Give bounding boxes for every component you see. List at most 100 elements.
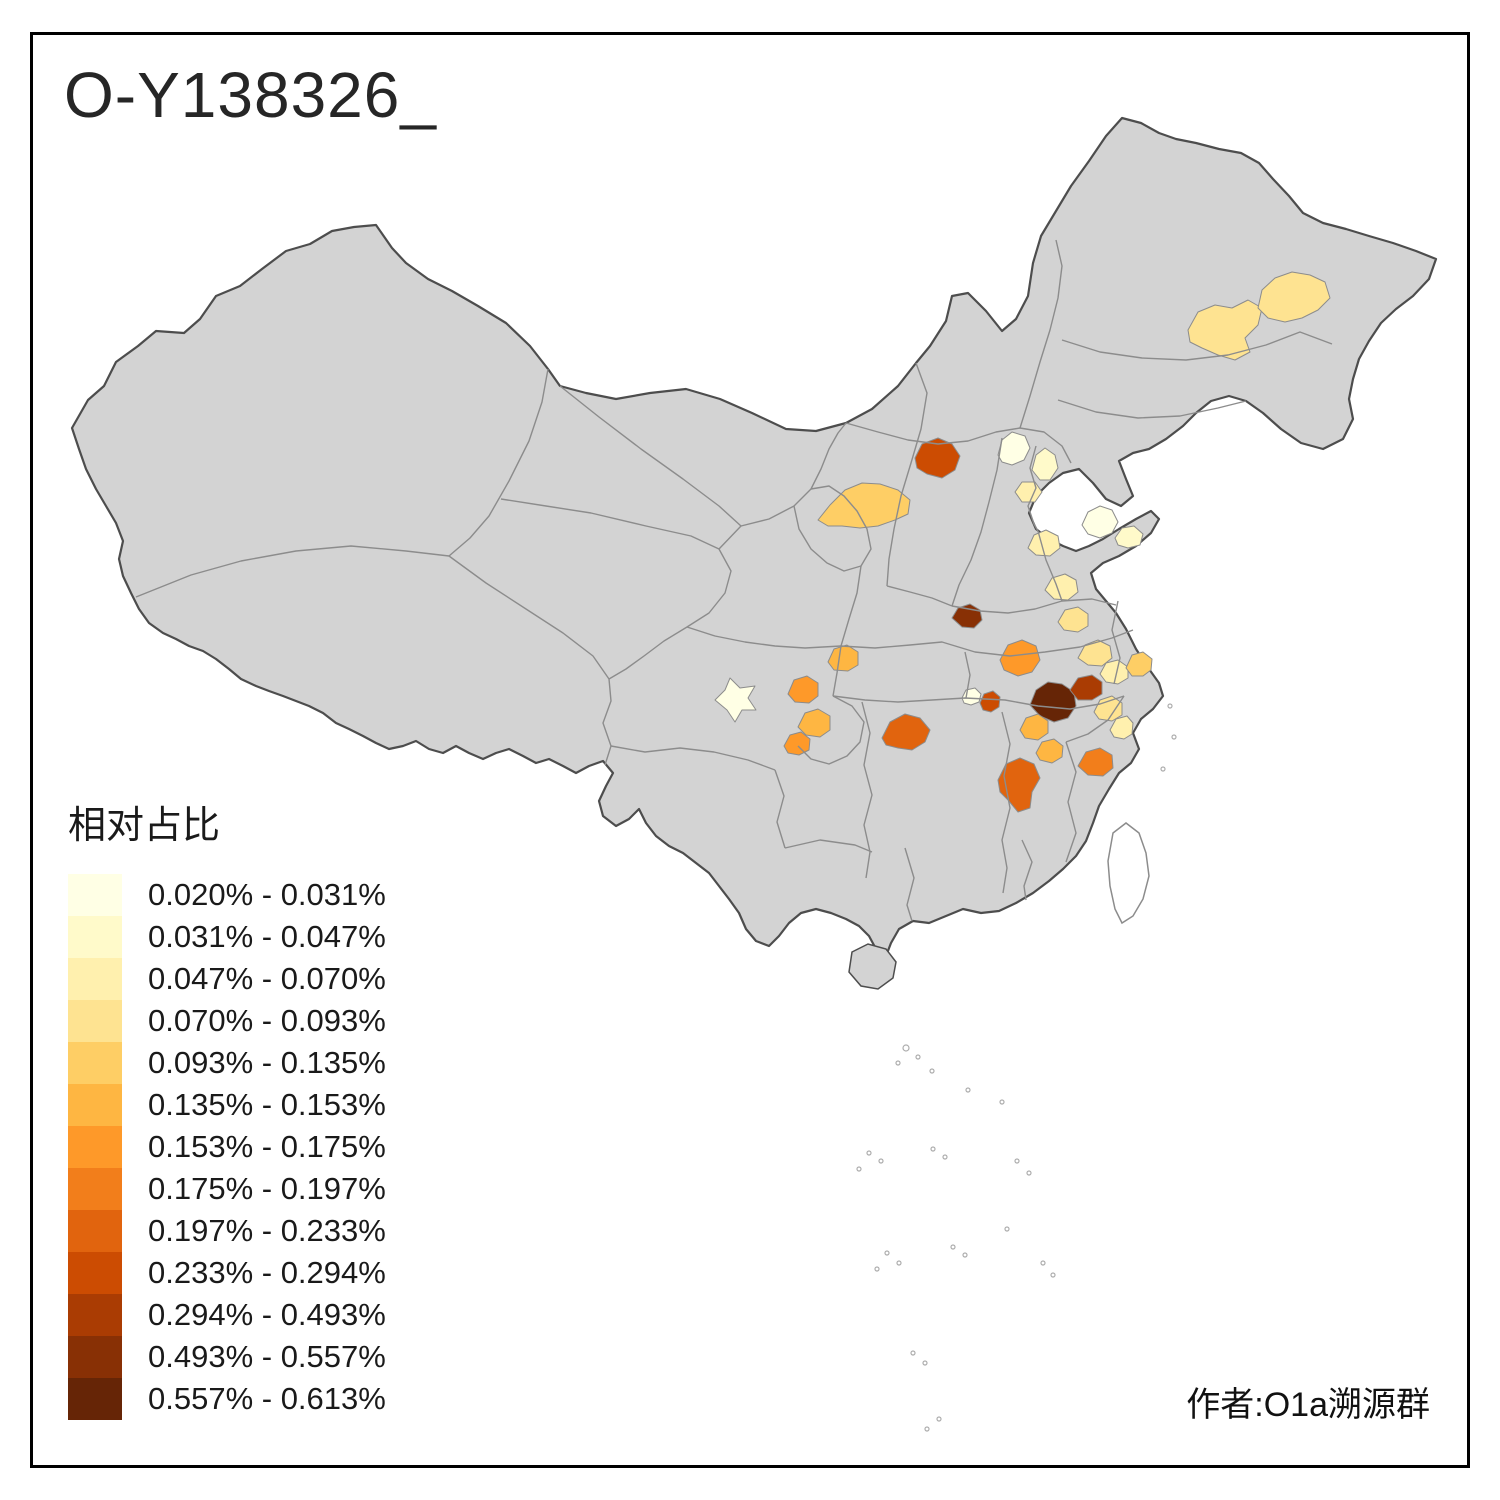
legend-label: 0.135% - 0.153% [148, 1087, 386, 1122]
legend-swatch [68, 1336, 122, 1378]
province-border [1037, 530, 1063, 602]
province-border [832, 695, 1125, 710]
map-region [787, 675, 819, 704]
legend-swatch [68, 1210, 122, 1252]
map-region [1019, 713, 1049, 741]
province-border [784, 839, 873, 853]
legend-swatch [68, 1252, 122, 1294]
map-region [881, 713, 931, 751]
legend-row: 0.020% - 0.031% [68, 874, 386, 916]
legend-swatch [68, 1378, 122, 1420]
legend-row: 0.093% - 0.135% [68, 1042, 386, 1084]
province-border [1065, 695, 1125, 743]
map-region [1099, 659, 1129, 685]
province-border [1027, 445, 1039, 532]
legend-row: 0.070% - 0.093% [68, 1000, 386, 1042]
province-border [448, 555, 612, 766]
taiwan-island [1107, 822, 1150, 925]
map-region [1027, 529, 1061, 557]
legend-label: 0.493% - 0.557% [148, 1339, 386, 1374]
province-border [964, 651, 971, 699]
legend-row: 0.294% - 0.493% [68, 1294, 386, 1336]
legend-label: 0.175% - 0.197% [148, 1171, 386, 1206]
province-border [1019, 239, 1063, 429]
province-border [886, 362, 928, 587]
province-border [500, 498, 720, 550]
map-region [1031, 447, 1059, 481]
attribution-text: 作者:O1a溯源群 [1186, 1386, 1430, 1424]
legend-title: 相对占比 [68, 805, 221, 847]
map-region [1187, 299, 1263, 361]
map-region [1109, 715, 1134, 740]
legend-row: 0.047% - 0.070% [68, 958, 386, 1000]
province-border [1065, 741, 1077, 863]
province-border [686, 626, 842, 649]
map-region [999, 639, 1041, 677]
hainan-island [848, 943, 897, 990]
map-region [1114, 525, 1144, 549]
province-border [951, 437, 1003, 607]
province-border [1057, 399, 1247, 419]
province-borders [135, 239, 1333, 922]
province-border [832, 565, 862, 697]
legend-swatch [68, 958, 122, 1000]
province-border [1001, 711, 1011, 894]
legend-label: 0.557% - 0.613% [148, 1381, 386, 1416]
legend-label: 0.020% - 0.031% [148, 877, 386, 912]
map-region [1029, 681, 1077, 723]
province-border [774, 769, 786, 849]
page-title: O-Y138326_ [64, 59, 437, 131]
legend-label: 0.031% - 0.047% [148, 919, 386, 954]
province-border [448, 368, 549, 557]
legend-row: 0.197% - 0.233% [68, 1210, 386, 1252]
province-border [886, 585, 953, 607]
legend-swatch [68, 1126, 122, 1168]
map-region [1125, 651, 1153, 677]
map-region [1035, 738, 1064, 764]
colored-regions [714, 271, 1331, 813]
map-region [979, 690, 1001, 713]
map-region [714, 677, 757, 723]
legend-swatch [68, 1084, 122, 1126]
map-region [797, 708, 831, 738]
province-border [904, 847, 915, 922]
province-border [1021, 839, 1033, 901]
legend-row: 0.031% - 0.047% [68, 916, 386, 958]
china-mainland [70, 116, 1438, 958]
legend: 相对占比 0.020% - 0.031% 0.031% - 0.047% 0.047… [68, 804, 386, 1420]
legend-swatch [68, 1168, 122, 1210]
map-region [1077, 747, 1114, 777]
map-region [1081, 505, 1119, 539]
legend-label: 0.294% - 0.493% [148, 1297, 386, 1332]
map-region [1069, 674, 1103, 701]
legend-row: 0.493% - 0.557% [68, 1336, 386, 1378]
province-border [740, 422, 847, 527]
province-border [951, 600, 1063, 614]
province-border [793, 485, 872, 572]
legend-swatch [68, 1294, 122, 1336]
legend-row: 0.175% - 0.197% [68, 1168, 386, 1210]
legend-items: 0.020% - 0.031% 0.031% - 0.047% 0.047% - 0… [68, 874, 386, 1420]
province-border [797, 695, 865, 765]
legend-label: 0.070% - 0.093% [148, 1003, 386, 1038]
map-region [783, 731, 811, 756]
province-border [861, 701, 873, 879]
legend-row: 0.135% - 0.153% [68, 1084, 386, 1126]
legend-swatch [68, 916, 122, 958]
map-region [827, 644, 859, 672]
legend-label: 0.153% - 0.175% [148, 1129, 386, 1164]
map-region [914, 437, 961, 479]
province-border [845, 422, 1072, 464]
legend-label: 0.047% - 0.070% [148, 961, 386, 996]
province-border [135, 545, 450, 598]
province-border [1061, 598, 1117, 606]
legend-label: 0.093% - 0.135% [148, 1045, 386, 1080]
legend-row: 0.153% - 0.175% [68, 1126, 386, 1168]
legend-label: 0.197% - 0.233% [148, 1213, 386, 1248]
map-region [1077, 639, 1113, 667]
province-border [610, 745, 776, 771]
province-border [1111, 600, 1121, 685]
map-region [997, 431, 1031, 466]
legend-swatch [68, 1042, 122, 1084]
